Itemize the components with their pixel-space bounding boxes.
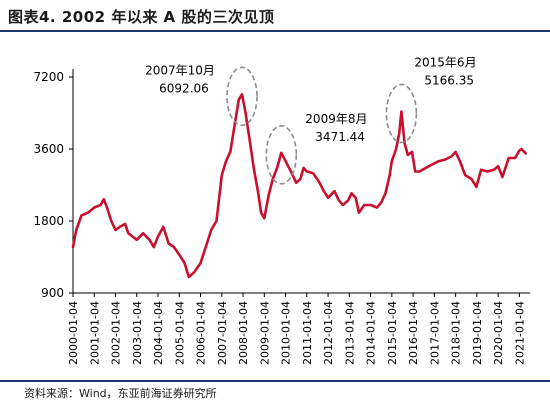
x-tick-label: 2005-01-04 xyxy=(173,301,186,365)
x-tick-label: 2009-01-04 xyxy=(258,301,271,365)
peak-ellipse xyxy=(385,83,418,144)
title-rule xyxy=(0,30,550,32)
x-tick-label: 2010-01-04 xyxy=(280,301,293,365)
source-note: 资料来源：Wind，东亚前海证券研究所 xyxy=(24,387,217,400)
x-tick-label: 2013-01-04 xyxy=(343,301,356,365)
line-chart: 900 1800 3600 7200 2000-01-04 2001-01-04 2002-… xyxy=(33,55,530,365)
x-tick-label: 2018-01-04 xyxy=(450,301,463,365)
x-tick-label: 2003-01-04 xyxy=(131,301,144,365)
x-tick-label: 2014-01-04 xyxy=(365,301,378,365)
chart-plot-area xyxy=(71,93,528,279)
x-tick-label: 2008-01-04 xyxy=(237,301,250,365)
annotation-value: 5166.35 xyxy=(424,73,474,87)
y-tick-label: 1800 xyxy=(33,214,64,228)
x-tick-label: 2015-01-04 xyxy=(386,301,399,365)
chart-axes xyxy=(72,69,530,294)
x-tick-label: 2002-01-04 xyxy=(110,301,123,365)
x-tick-label: 2006-01-04 xyxy=(195,301,208,365)
x-tick-label: 2001-01-04 xyxy=(88,301,101,365)
y-tick-label: 900 xyxy=(41,286,64,300)
y-tick-label: 7200 xyxy=(33,70,64,84)
annotation-date: 2007年10月 xyxy=(145,63,215,77)
x-tick-label: 2020-01-04 xyxy=(492,301,505,365)
x-tick-label: 2017-01-04 xyxy=(428,301,441,365)
peak-ellipse xyxy=(226,66,258,127)
y-tick-label: 3600 xyxy=(33,142,64,156)
x-tick-label: 2007-01-04 xyxy=(216,301,229,365)
x-tick-label: 2019-01-04 xyxy=(471,301,484,365)
x-tick-label: 2011-01-04 xyxy=(301,301,314,365)
annotation-value: 6092.06 xyxy=(159,81,209,95)
x-tick-label: 2004-01-04 xyxy=(152,301,165,365)
annotation-date: 2009年8月 xyxy=(305,112,367,126)
source-rule xyxy=(0,380,550,382)
peak-ellipse xyxy=(265,124,298,185)
figure-title: 图表4. 2002 年以来 A 股的三次见顶 xyxy=(8,8,275,26)
annotation-value: 3471.44 xyxy=(315,130,365,144)
x-tick-label: 2021-01-04 xyxy=(513,301,526,365)
chart-ticks: 900 1800 3600 7200 2000-01-04 2001-01-04 2002-… xyxy=(33,70,526,365)
annotation-date: 2015年6月 xyxy=(414,55,476,69)
x-tick-label: 2016-01-04 xyxy=(407,301,420,365)
chart-annotations: 2007年10月 6092.06 2009年8月 3471.44 2015年6月 5166… xyxy=(145,55,477,185)
x-tick-label: 2000-01-04 xyxy=(67,301,80,365)
series-line xyxy=(71,93,528,279)
x-tick-label: 2012-01-04 xyxy=(322,301,335,365)
